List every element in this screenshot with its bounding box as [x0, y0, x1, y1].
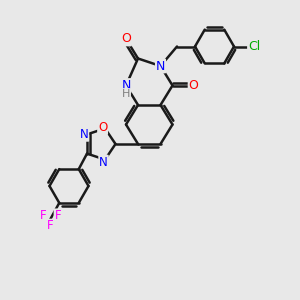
- Text: N: N: [99, 155, 108, 169]
- Text: F: F: [39, 209, 46, 222]
- Text: O: O: [189, 79, 198, 92]
- Text: Cl: Cl: [248, 40, 260, 53]
- Text: O: O: [98, 121, 107, 134]
- Text: F: F: [54, 209, 61, 222]
- Text: O: O: [121, 32, 131, 46]
- Text: N: N: [156, 59, 165, 73]
- Text: F: F: [47, 220, 54, 232]
- Text: H: H: [122, 89, 130, 99]
- Text: N: N: [80, 128, 88, 141]
- Text: N: N: [121, 79, 131, 92]
